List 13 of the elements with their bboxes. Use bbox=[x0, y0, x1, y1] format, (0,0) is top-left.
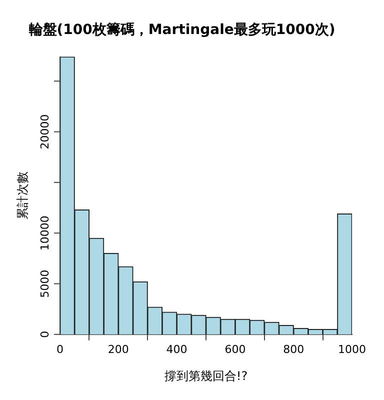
x-tick-label: 0 bbox=[56, 342, 64, 356]
y-tick-label: 0 bbox=[38, 330, 52, 338]
x-tick-label: 600 bbox=[224, 342, 246, 356]
y-axis-title: 累計次數 bbox=[15, 172, 30, 220]
x-tick-label: 800 bbox=[283, 342, 304, 356]
chart-title: 輪盤(100枚籌碼，Martingale最多玩1000次) bbox=[28, 22, 336, 38]
x-axis-title: 撐到第幾回合!? bbox=[164, 368, 248, 383]
y-tick-label: 20000 bbox=[38, 114, 52, 150]
x-tick-label: 200 bbox=[108, 342, 129, 356]
x-tick-label: 1000 bbox=[338, 342, 366, 356]
y-tick-label: 5000 bbox=[38, 270, 52, 298]
x-tick-label: 400 bbox=[166, 342, 188, 356]
y-tick-label: 10000 bbox=[38, 216, 52, 251]
